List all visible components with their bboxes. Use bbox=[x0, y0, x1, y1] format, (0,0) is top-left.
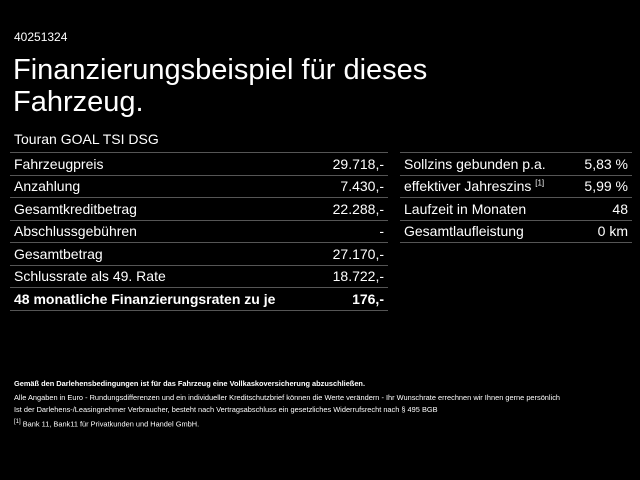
footnote: Gemäß den Darlehensbedingungen ist für d… bbox=[14, 379, 366, 388]
row: Schlussrate als 49. Rate 18.722,- bbox=[10, 264, 388, 288]
label: Sollzins gebunden p.a. bbox=[400, 152, 573, 176]
label: 48 monatliche Finanzierungsraten zu je bbox=[10, 287, 320, 311]
label-text: effektiver Jahreszins bbox=[404, 178, 532, 195]
label-text: Sollzins gebunden p.a. bbox=[404, 155, 546, 172]
finance-table: Fahrzeugpreis 29.718,- Anzahlung 7.430,- Ges… bbox=[10, 152, 388, 311]
note-marker: [1] bbox=[14, 419, 21, 425]
label-text: Laufzeit in Monaten bbox=[404, 200, 527, 217]
value: 0 km bbox=[572, 219, 632, 243]
row: Laufzeit in Monaten 48 bbox=[400, 197, 632, 221]
note-ref: [1] bbox=[535, 178, 545, 188]
value: 18.722,- bbox=[319, 264, 388, 288]
value: 48 bbox=[572, 197, 632, 221]
row: Anzahlung 7.430,- bbox=[10, 174, 388, 198]
footnote: Alle Angaben in Euro - Rundungsdifferenz… bbox=[14, 393, 561, 402]
label: Anzahlung bbox=[10, 174, 320, 198]
title: Finanzierungsbeispiel für dieses Fahrzeu… bbox=[13, 54, 428, 118]
value: 176,- bbox=[319, 287, 388, 311]
label-text: Fahrzeugpreis bbox=[14, 155, 104, 172]
label: Gesamtkreditbetrag bbox=[10, 197, 320, 221]
value: 29.718,- bbox=[319, 152, 388, 176]
label: Gesamtbetrag bbox=[10, 242, 320, 266]
value: 5,83 % bbox=[572, 152, 632, 176]
row: Gesamtlaufleistung 0 km bbox=[400, 219, 632, 243]
row: 48 monatliche Finanzierungsraten zu je 17… bbox=[10, 287, 388, 311]
row: effektiver Jahreszins [1] 5,99 % bbox=[400, 174, 632, 198]
footnote: Ist der Darlehens-/Leasingnehmer Verbrau… bbox=[14, 405, 438, 414]
footnote: [1] Bank 11, Bank11 für Privatkunden und… bbox=[14, 419, 199, 428]
value: 22.288,- bbox=[319, 197, 388, 221]
label: Abschlussgebühren bbox=[10, 219, 320, 243]
note-text: Bank 11, Bank11 für Privatkunden und Han… bbox=[22, 419, 200, 429]
row: Gesamtkreditbetrag 22.288,- bbox=[10, 197, 388, 221]
label: Fahrzeugpreis bbox=[10, 152, 320, 176]
label: Gesamtlaufleistung bbox=[400, 219, 573, 243]
vehicle-id: 40251324 bbox=[14, 30, 68, 44]
row: Fahrzeugpreis 29.718,- bbox=[10, 152, 388, 176]
label: effektiver Jahreszins [1] bbox=[400, 174, 573, 198]
value: 27.170,- bbox=[319, 242, 388, 266]
value: 5,99 % bbox=[572, 174, 632, 198]
label-text: Gesamtbetrag bbox=[14, 245, 103, 262]
label: Schlussrate als 49. Rate bbox=[10, 264, 320, 288]
label-text: Gesamtkreditbetrag bbox=[14, 200, 137, 217]
value: - bbox=[319, 219, 388, 243]
row: Abschlussgebühren - bbox=[10, 219, 388, 243]
label-text: Schlussrate als 49. Rate bbox=[14, 268, 166, 285]
label: Laufzeit in Monaten bbox=[400, 197, 573, 221]
row: Gesamtbetrag 27.170,- bbox=[10, 242, 388, 266]
model: Touran GOAL TSI DSG bbox=[14, 131, 159, 147]
label-text: 48 monatliche Finanzierungsraten zu je bbox=[14, 290, 276, 307]
value: 7.430,- bbox=[319, 174, 388, 198]
rate-table: Sollzins gebunden p.a. 5,83 % effektiver J… bbox=[400, 152, 632, 243]
row: Sollzins gebunden p.a. 5,83 % bbox=[400, 152, 632, 176]
label-text: Abschlussgebühren bbox=[14, 223, 137, 240]
label-text: Gesamtlaufleistung bbox=[404, 223, 524, 240]
label-text: Anzahlung bbox=[14, 178, 81, 195]
